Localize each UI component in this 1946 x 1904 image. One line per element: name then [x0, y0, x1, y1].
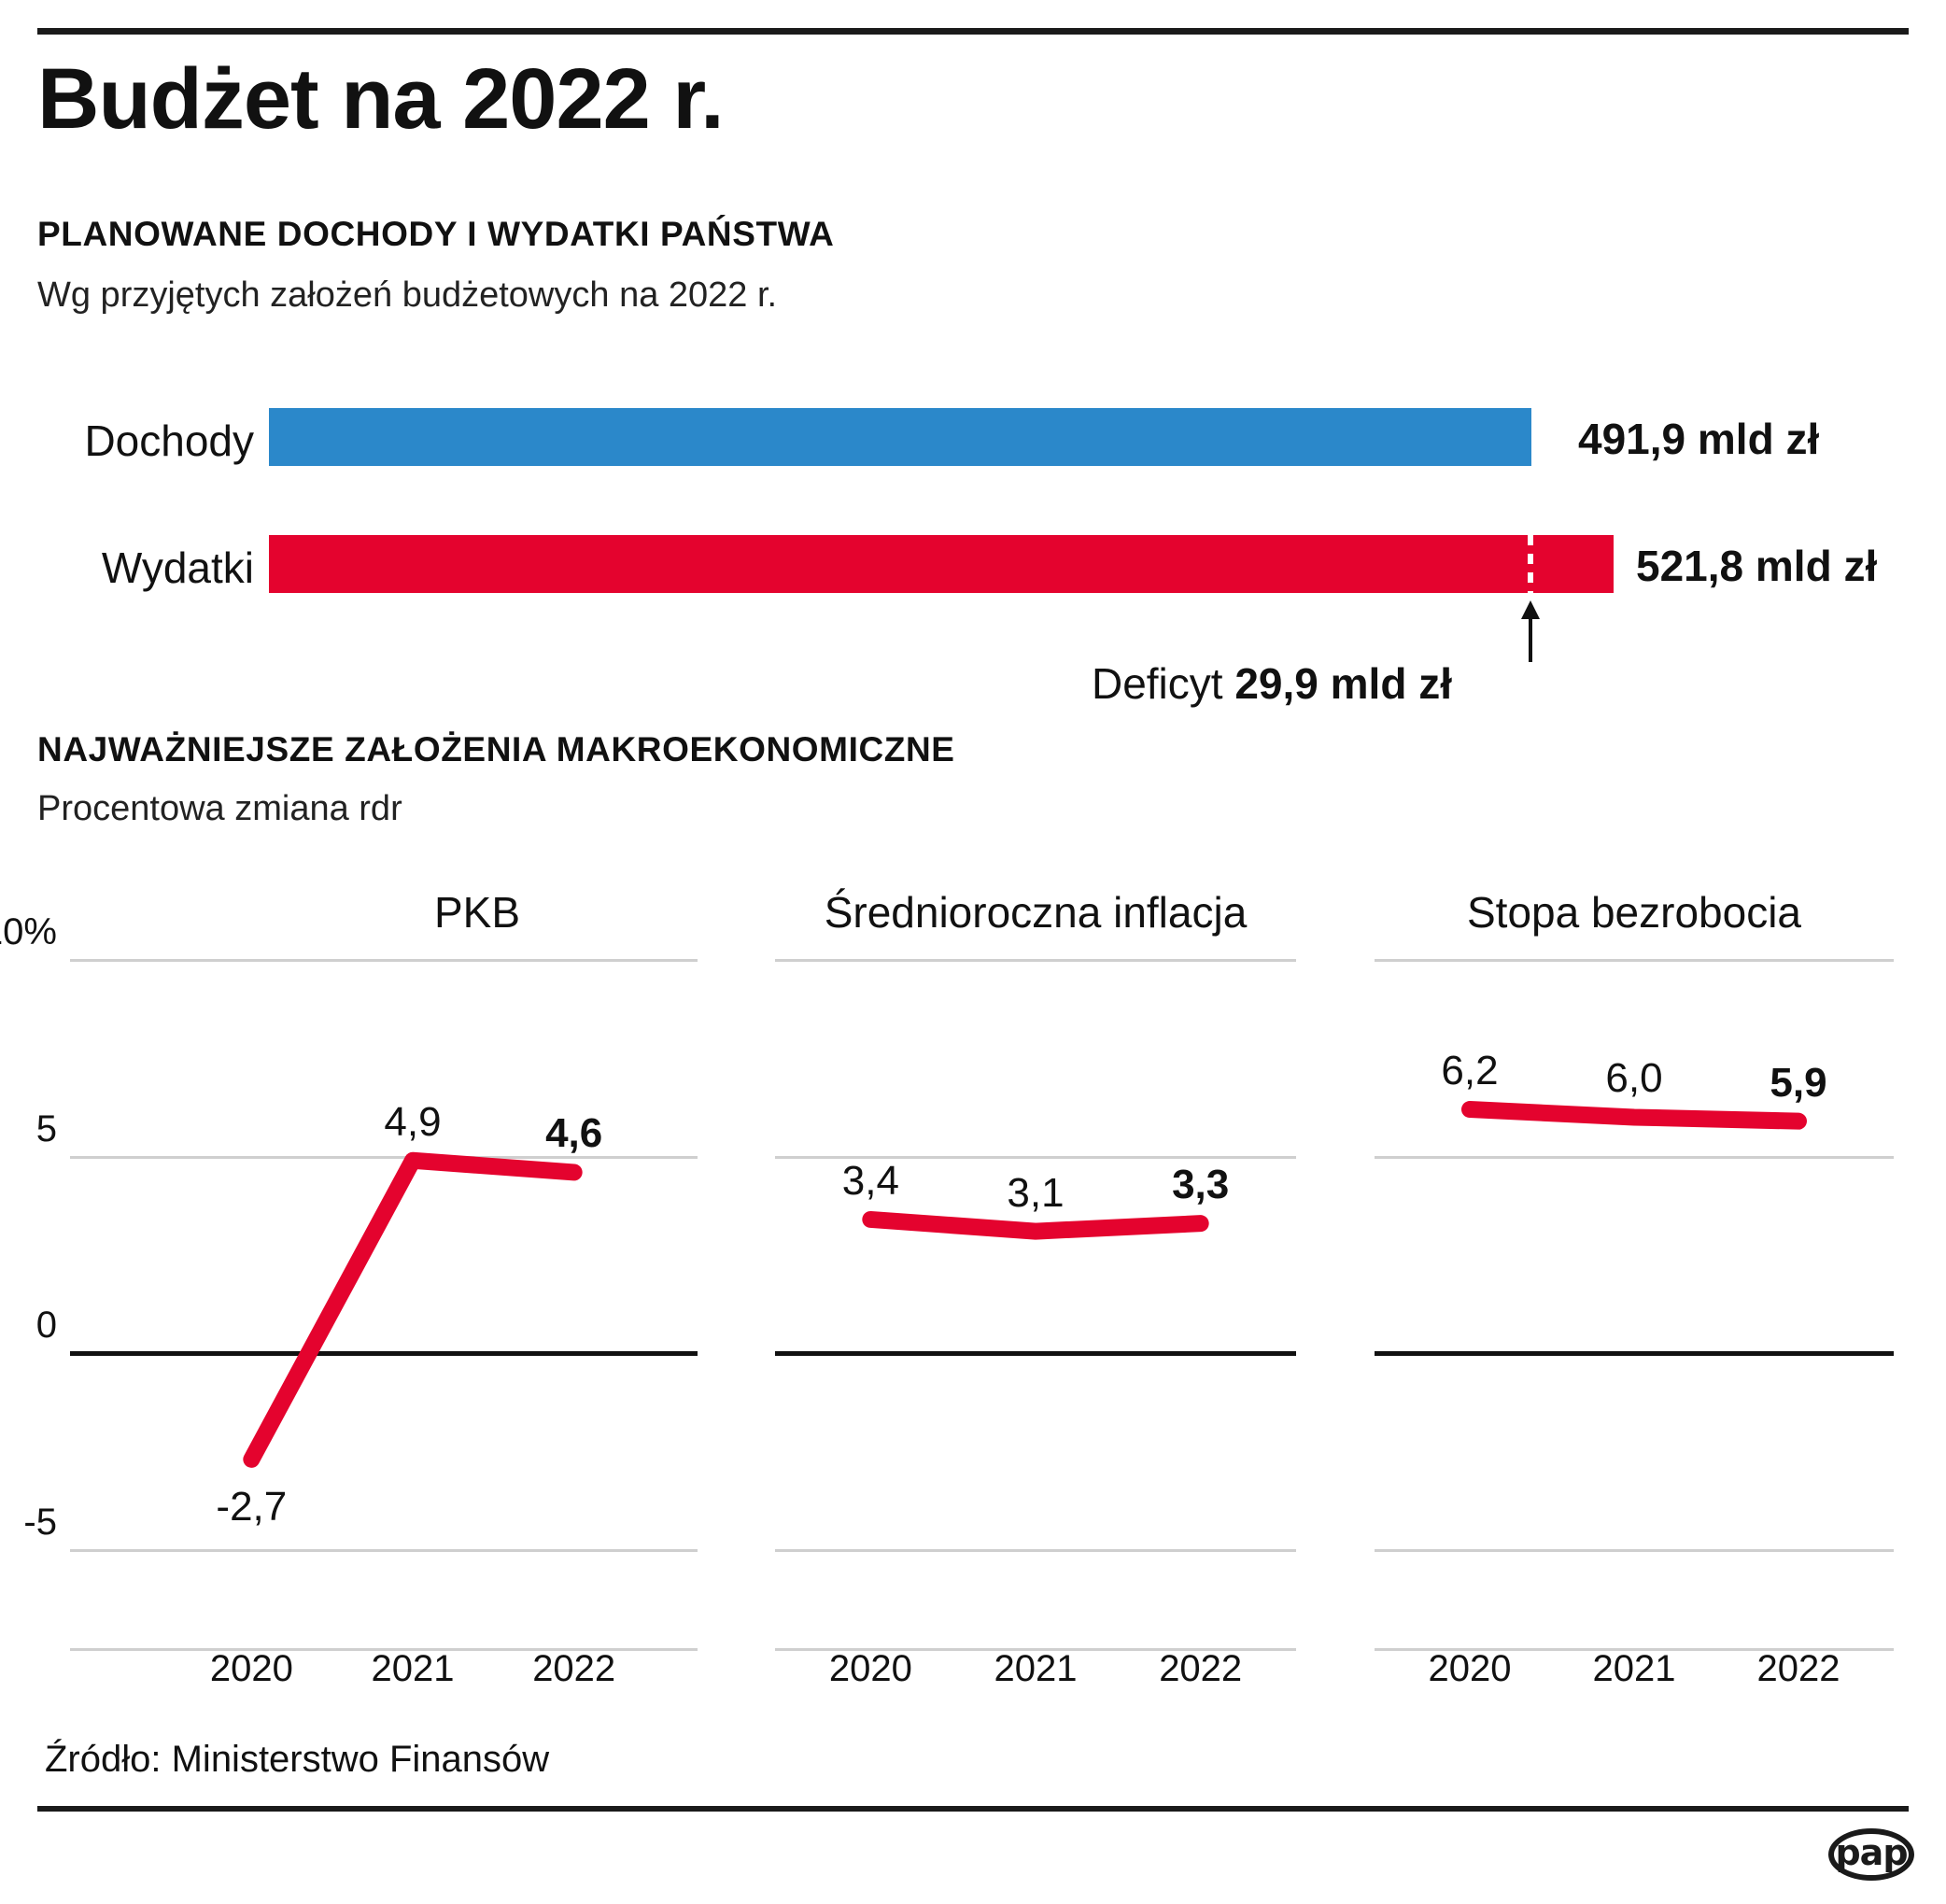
- ytick-label--5: -5: [23, 1501, 57, 1543]
- deficit-label: Deficyt 29,9 mld zł: [1092, 658, 1452, 709]
- gridline-axis-bottom: [775, 1648, 1296, 1651]
- series-line: [1461, 1101, 1807, 1130]
- ytick-label-0: 0: [35, 1305, 57, 1347]
- top-divider: [37, 28, 1909, 35]
- chart-panel-inflation: Średnioroczna inflacja 3,4 3,1 3,3 2020 20…: [775, 887, 1296, 1689]
- data-label-2022: 3,3: [1172, 1162, 1230, 1208]
- series-line: [243, 1151, 583, 1468]
- budget-section-heading: PLANOWANE DOCHODY I WYDATKI PAŃSTWA: [37, 215, 835, 253]
- bar-label-income: Dochody: [84, 416, 254, 465]
- gridline-axis-bottom: [70, 1648, 698, 1651]
- chart-title-unemployment: Stopa bezrobocia: [1466, 888, 1802, 937]
- gridline-10: [775, 959, 1296, 962]
- source-note: Źródło: Ministerstwo Finansów: [45, 1739, 550, 1780]
- data-label-2022: 5,9: [1770, 1059, 1827, 1106]
- data-label-2020: 3,4: [841, 1157, 899, 1204]
- gridline--5: [1375, 1548, 1894, 1552]
- ytick-label-10: 10%: [0, 911, 57, 952]
- deficit-arrow-icon: [1521, 600, 1540, 662]
- gridline-10: [1375, 959, 1894, 962]
- bottom-divider: [37, 1806, 1909, 1812]
- pap-logo: pap: [1828, 1828, 1914, 1881]
- deficit-label-value: 29,9 mld zł: [1234, 659, 1452, 708]
- macro-section-subheading: Procentowa zmiana rdr: [37, 789, 402, 828]
- data-label-2021: 3,1: [1007, 1169, 1065, 1216]
- ytick-label-5: 5: [35, 1107, 57, 1149]
- bar-value-income: 491,9 mld zł: [1578, 415, 1820, 463]
- page-title: Budżet na 2022 r.: [37, 51, 725, 147]
- gridline-5: [775, 1155, 1296, 1159]
- chart-title-pkb: PKB: [433, 888, 520, 937]
- deficit-divider-dashed: [1528, 535, 1533, 593]
- gridline--5: [70, 1548, 698, 1552]
- xtick-2020: 2020: [209, 1648, 293, 1689]
- bar-expense: [269, 535, 1614, 593]
- gridline-axis-bottom: [1375, 1648, 1894, 1651]
- data-label-2020: 6,2: [1441, 1048, 1499, 1094]
- xtick-2020: 2020: [828, 1648, 912, 1689]
- gridline-5: [70, 1155, 698, 1159]
- xtick-2022: 2022: [1159, 1648, 1243, 1689]
- series-line: [862, 1210, 1209, 1240]
- xtick-2022: 2022: [532, 1648, 616, 1689]
- deficit-label-prefix: Deficyt: [1091, 659, 1223, 708]
- chart-panel-pkb: PKB 10% 5 0 -5 -2,7 4,9 4,6 2020 2021 2022: [0, 887, 698, 1689]
- data-label-2022: 4,6: [545, 1110, 603, 1157]
- chart-title-inflation: Średnioroczna inflacja: [824, 888, 1248, 937]
- xtick-2022: 2022: [1756, 1648, 1840, 1689]
- chart-panel-unemployment: Stopa bezrobocia 6,2 6,0 5,9 2020 2021 202…: [1375, 887, 1894, 1689]
- budget-section-subheading: Wg przyjętych założeń budżetowych na 202…: [37, 275, 778, 315]
- xtick-2020: 2020: [1428, 1648, 1512, 1689]
- xaxis-labels-inflation: 2020 2021 2022: [775, 1648, 1296, 1690]
- xtick-2021: 2021: [994, 1648, 1078, 1689]
- pap-logo-text: pap: [1835, 1832, 1908, 1873]
- bar-label-expense: Wydatki: [101, 543, 254, 592]
- bar-value-expense: 521,8 mld zł: [1636, 542, 1878, 590]
- data-label-2021: 6,0: [1605, 1055, 1663, 1102]
- gridline--5: [775, 1548, 1296, 1552]
- bar-income: [269, 408, 1531, 466]
- xtick-2021: 2021: [1592, 1648, 1676, 1689]
- xaxis-labels-unemployment: 2020 2021 2022: [1375, 1648, 1894, 1690]
- data-label-2021: 4,9: [384, 1098, 442, 1145]
- xtick-2021: 2021: [371, 1648, 455, 1689]
- gridline-5: [1375, 1155, 1894, 1159]
- data-label-2020: -2,7: [216, 1483, 288, 1530]
- gridline-0: [1375, 1351, 1894, 1357]
- gridline-0: [775, 1351, 1296, 1357]
- gridline-0: [70, 1351, 698, 1357]
- gridline-10: [70, 959, 698, 962]
- macro-section-heading: NAJWAŻNIEJSZE ZAŁOŻENIA MAKROEKONOMICZNE: [37, 730, 955, 769]
- xaxis-labels-pkb: 2020 2021 2022: [70, 1648, 698, 1690]
